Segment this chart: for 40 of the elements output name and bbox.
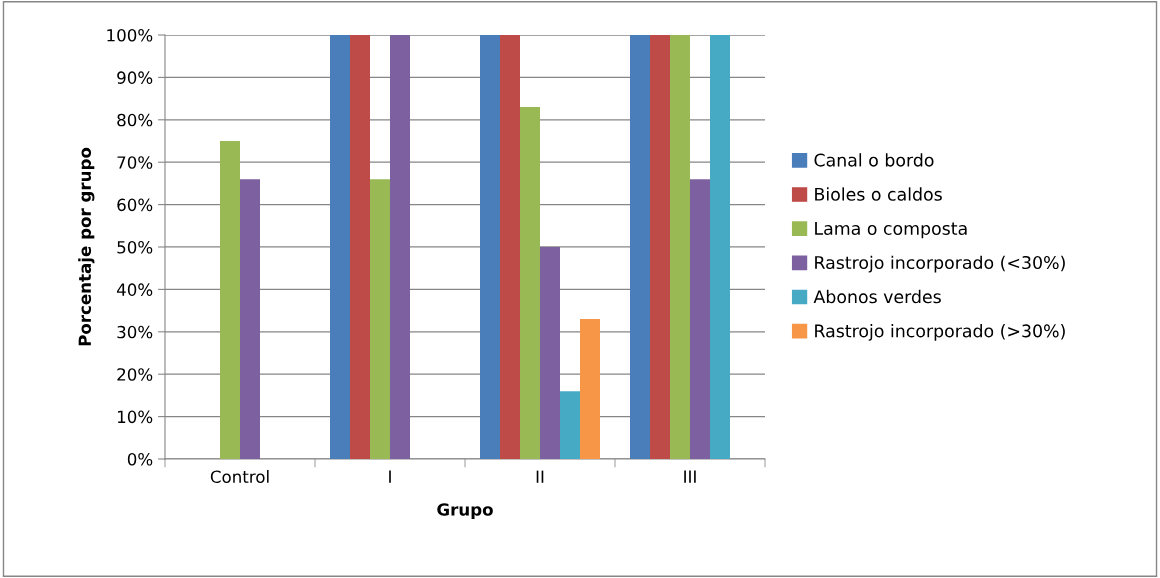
x-tick-label: Control — [210, 470, 269, 484]
bar — [220, 141, 240, 459]
bar — [520, 107, 540, 459]
y-tick-label: 90% — [117, 71, 153, 84]
bar — [710, 35, 730, 459]
legend-label: Lama o composta — [815, 222, 967, 239]
y-tick-label: 70% — [117, 156, 153, 169]
bar — [390, 35, 410, 459]
y-tick-label: 100% — [107, 28, 153, 42]
y-tick-label: 10% — [117, 410, 153, 424]
y-tick-label: 30% — [117, 325, 153, 339]
bar — [500, 35, 520, 459]
bar — [690, 179, 710, 459]
legend-label: Rastrojo incorporado (<30%) — [815, 255, 1065, 273]
legend-label: Bioles o caldos — [815, 187, 942, 201]
bar — [630, 35, 650, 459]
bar — [480, 35, 500, 459]
bar — [650, 35, 670, 459]
x-tick-label: II — [536, 470, 544, 483]
y-tick-label: 60% — [117, 198, 153, 212]
y-tick-label: 20% — [117, 368, 153, 381]
bar — [240, 179, 260, 459]
bar — [540, 247, 560, 459]
legend-label: Rastrojo incorporado (>30%) — [815, 324, 1065, 341]
x-axis-title: Grupo — [437, 503, 493, 520]
x-tick-label: I — [389, 470, 391, 483]
y-axis-title: Porcentaje por grupo — [78, 147, 95, 346]
y-tick-label: 80% — [117, 113, 153, 127]
legend-label: Canal o bordo — [814, 153, 934, 167]
bar — [350, 35, 370, 459]
bar — [370, 179, 390, 459]
bar — [580, 319, 600, 459]
y-tick-label: 0% — [127, 452, 153, 466]
bar — [330, 35, 350, 459]
x-tick-label: III — [684, 470, 696, 483]
y-tick-label: 50% — [117, 240, 153, 254]
bar — [670, 35, 690, 459]
y-tick-label: 40% — [116, 283, 153, 296]
legend-label: Abonos verdes — [813, 289, 941, 304]
bar — [560, 391, 580, 459]
